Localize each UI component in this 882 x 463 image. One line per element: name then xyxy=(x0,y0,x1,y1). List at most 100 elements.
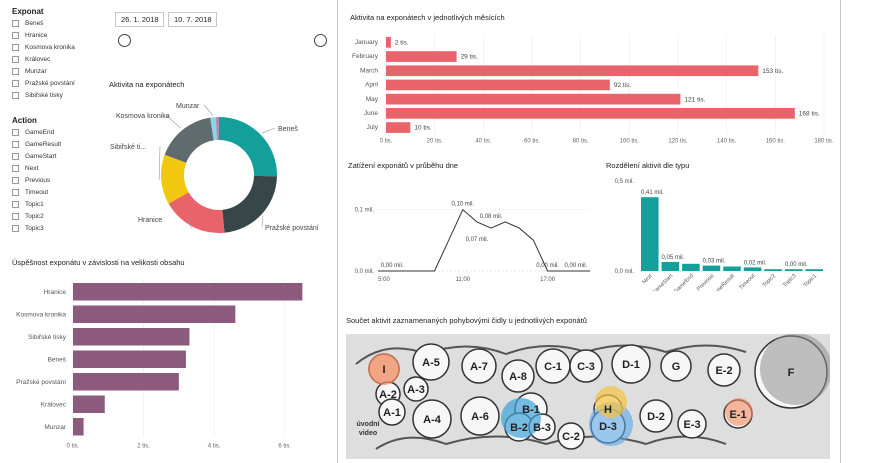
success-category-label: Sibiřské tisky xyxy=(28,334,67,341)
exponat-option-label: Hranice xyxy=(25,32,48,39)
checkbox[interactable] xyxy=(12,225,19,232)
date-end-input[interactable]: 10. 7. 2018 xyxy=(168,12,217,27)
station-label: B-3 xyxy=(533,422,551,434)
types-bar[interactable] xyxy=(702,265,721,271)
types-category-label: GameEnd xyxy=(673,273,695,291)
types-bar[interactable] xyxy=(764,269,782,271)
checkbox[interactable] xyxy=(12,129,19,136)
monthly-data-label: 29 tis. xyxy=(461,54,479,61)
action-option[interactable]: Next xyxy=(12,163,38,174)
checkbox[interactable] xyxy=(12,44,19,51)
checkbox[interactable] xyxy=(12,201,19,208)
exponat-option[interactable]: Pražské povstání xyxy=(12,78,75,89)
action-option-label: Topic1 xyxy=(25,201,44,208)
success-bar[interactable] xyxy=(73,305,236,324)
action-option[interactable]: Topic3 xyxy=(12,223,44,234)
checkbox[interactable] xyxy=(12,20,19,27)
exponat-option[interactable]: Sibiřské tisky xyxy=(12,90,63,101)
load-line[interactable] xyxy=(378,208,590,272)
success-category-label: Kosmova kronika xyxy=(16,312,66,319)
action-option[interactable]: Topic1 xyxy=(12,199,44,210)
monthly-category-label: February xyxy=(352,53,379,60)
types-bar[interactable] xyxy=(661,262,680,271)
monthly-tick-label: 120 tis. xyxy=(668,138,688,144)
station-label: C-2 xyxy=(562,431,580,443)
types-bar[interactable] xyxy=(743,267,762,271)
donut-slice[interactable] xyxy=(219,117,277,177)
action-option[interactable]: GameResult xyxy=(12,139,61,150)
date-start-input[interactable]: 26. 1. 2018 xyxy=(115,12,164,27)
checkbox[interactable] xyxy=(12,32,19,39)
action-option[interactable]: Timeout xyxy=(12,187,48,198)
heat-spot xyxy=(760,334,830,405)
checkbox[interactable] xyxy=(12,92,19,99)
monthly-bar[interactable] xyxy=(386,79,610,91)
exponat-option[interactable]: Munzar xyxy=(12,66,47,77)
exponat-option[interactable]: Kosmova kronika xyxy=(12,42,75,53)
donut-slice[interactable] xyxy=(222,175,277,233)
success-bar[interactable] xyxy=(73,373,179,391)
action-option-label: GameResult xyxy=(25,141,62,148)
exponat-option[interactable]: Hranice xyxy=(12,30,47,41)
monthly-category-label: March xyxy=(360,67,378,74)
station-label: H xyxy=(604,404,612,416)
checkbox[interactable] xyxy=(12,189,19,196)
checkbox[interactable] xyxy=(12,213,19,220)
checkbox[interactable] xyxy=(12,141,19,148)
action-option[interactable]: Previous xyxy=(12,175,50,186)
types-data-label: 0,05 mil. xyxy=(662,255,685,261)
station-label: B-1 xyxy=(522,404,540,416)
load-data-label: 0,00 mil. xyxy=(565,263,588,269)
donut-slice[interactable] xyxy=(161,154,189,204)
monthly-bar[interactable] xyxy=(386,37,391,48)
checkbox[interactable] xyxy=(12,177,19,184)
monthly-bar[interactable] xyxy=(386,108,795,119)
action-option[interactable]: GameEnd xyxy=(12,127,54,138)
exponat-option-label: Munzar xyxy=(25,68,47,75)
action-option[interactable]: GameStart xyxy=(12,151,56,162)
donut-slice[interactable] xyxy=(168,192,225,233)
checkbox[interactable] xyxy=(12,68,19,75)
date-slider-start-handle[interactable] xyxy=(118,34,131,47)
types-bar[interactable] xyxy=(805,269,823,271)
checkbox[interactable] xyxy=(12,80,19,87)
types-category-label: Topic1 xyxy=(803,273,818,288)
monthly-bar[interactable] xyxy=(386,93,681,105)
action-option[interactable]: Topic2 xyxy=(12,211,44,222)
success-bar[interactable] xyxy=(73,418,84,436)
donut-slice[interactable] xyxy=(215,117,219,141)
types-y-tick: 0,0 mil. xyxy=(615,269,635,275)
success-category-label: Pražské povstání xyxy=(16,379,66,386)
load-x-tick: 5:00 xyxy=(378,277,390,283)
action-option-label: Topic3 xyxy=(25,225,44,232)
success-bar[interactable] xyxy=(73,395,105,414)
success-bar[interactable] xyxy=(73,328,190,346)
station-label: A-4 xyxy=(423,414,442,426)
types-bar[interactable] xyxy=(784,269,803,271)
types-bar[interactable] xyxy=(682,263,700,271)
monthly-bar[interactable] xyxy=(386,122,411,133)
station-label: A-5 xyxy=(422,357,440,369)
monthly-data-label: 121 tis. xyxy=(684,96,705,103)
monthly-bar[interactable] xyxy=(386,65,759,77)
types-bar[interactable] xyxy=(723,266,741,272)
monthly-tick-label: 20 tis. xyxy=(427,138,443,144)
donut-slice[interactable] xyxy=(210,117,218,141)
monthly-data-label: 10 tis. xyxy=(414,125,432,132)
exponat-option-label: Sibiřské tisky xyxy=(25,92,63,99)
donut-leader-line xyxy=(261,215,264,228)
checkbox[interactable] xyxy=(12,165,19,172)
date-slider-end-handle[interactable] xyxy=(314,34,327,47)
exponat-option[interactable]: Královec xyxy=(12,54,50,65)
monthly-bar[interactable] xyxy=(386,51,457,62)
station-label: D-1 xyxy=(622,359,640,371)
station-label: B-2 xyxy=(510,422,528,434)
success-bar[interactable] xyxy=(73,350,186,369)
success-tick-label: 6 tis. xyxy=(278,444,291,450)
donut-slice[interactable] xyxy=(164,117,214,163)
checkbox[interactable] xyxy=(12,56,19,63)
exponat-option[interactable]: Beneš xyxy=(12,18,43,29)
success-bar[interactable] xyxy=(73,283,303,301)
types-bar[interactable] xyxy=(641,197,659,271)
checkbox[interactable] xyxy=(12,153,19,160)
